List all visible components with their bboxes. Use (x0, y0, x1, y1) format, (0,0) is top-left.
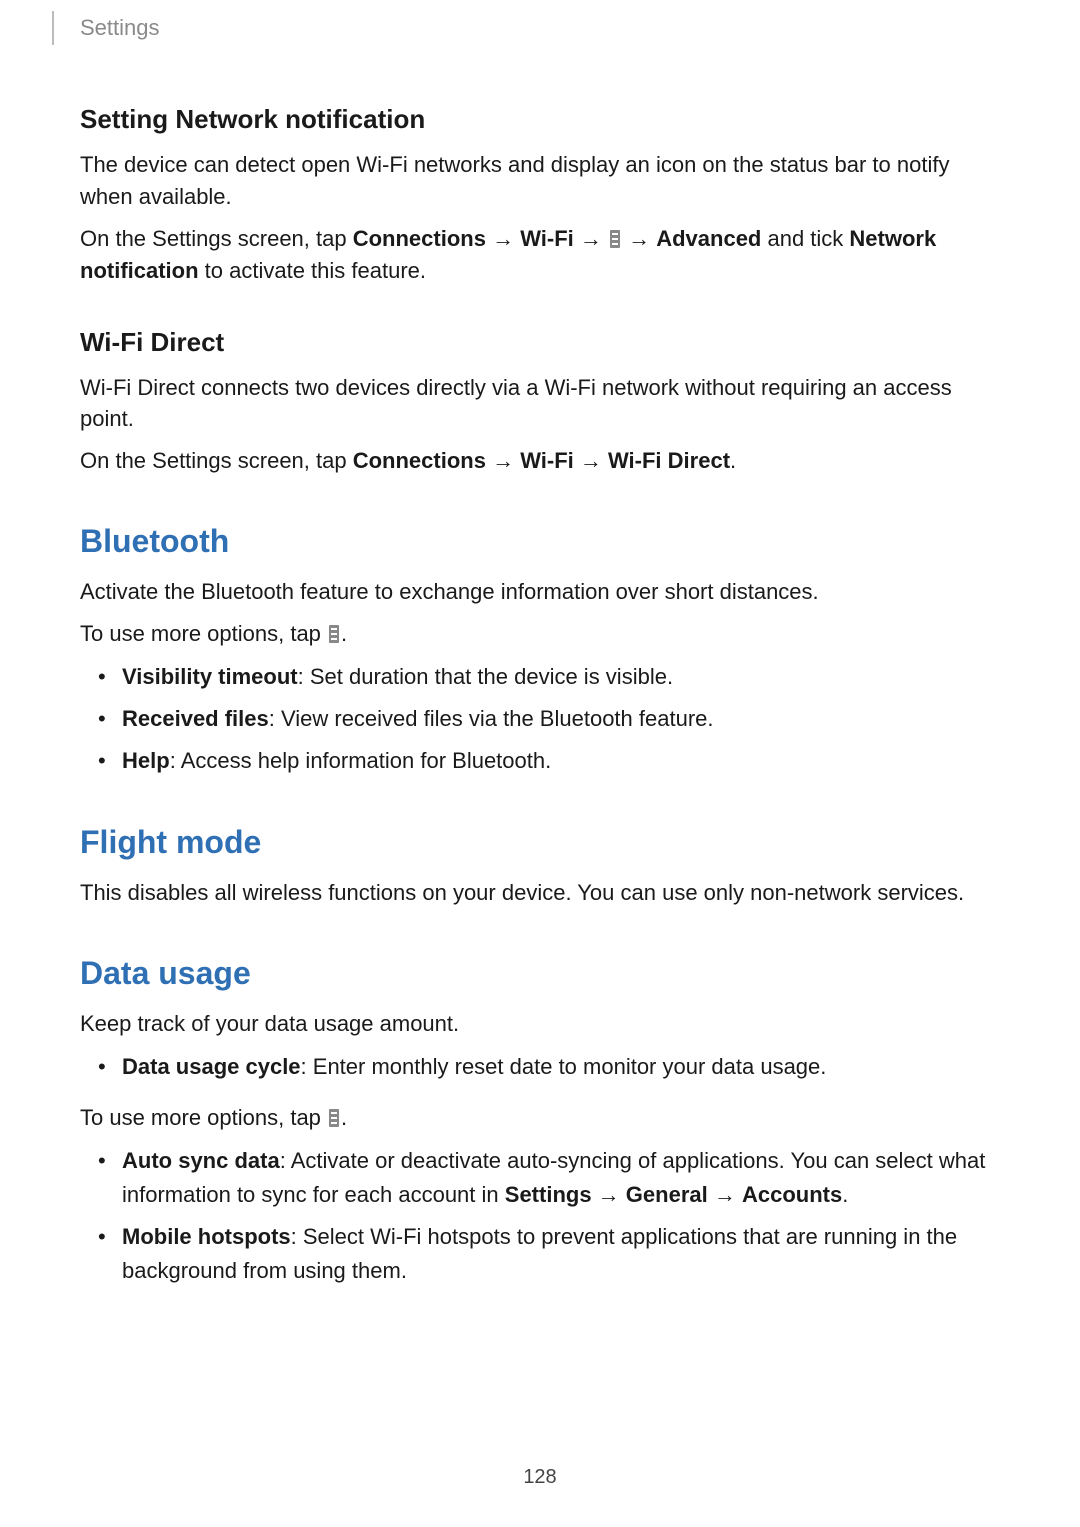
text: → (486, 448, 520, 473)
text: and tick (761, 226, 849, 251)
text: . (341, 1105, 347, 1130)
bold-text: Advanced (656, 226, 761, 251)
list-item: Mobile hotspots: Select Wi-Fi hotspots t… (122, 1220, 1000, 1288)
subheading-wifi-direct: Wi-Fi Direct (80, 327, 1000, 358)
more-options-icon (329, 1109, 339, 1127)
paragraph: Activate the Bluetooth feature to exchan… (80, 576, 1000, 608)
paragraph: Keep track of your data usage amount. (80, 1008, 1000, 1040)
bold-text: Data usage cycle (122, 1054, 301, 1079)
bold-text: Help (122, 748, 170, 773)
text: → (592, 1182, 626, 1207)
page-header: Settings (80, 0, 1000, 46)
heading-bluetooth: Bluetooth (80, 523, 1000, 560)
list-item: Auto sync data: Activate or deactivate a… (122, 1144, 1000, 1212)
list-item: Help: Access help information for Blueto… (122, 744, 1000, 778)
more-options-icon (329, 625, 339, 643)
paragraph: To use more options, tap . (80, 1102, 1000, 1134)
bullet-list: Visibility timeout: Set duration that th… (80, 660, 1000, 778)
paragraph: To use more options, tap . (80, 618, 1000, 650)
text: → (622, 226, 656, 251)
paragraph: On the Settings screen, tap Connections … (80, 223, 1000, 287)
bold-text: Mobile hotspots (122, 1224, 291, 1249)
paragraph: This disables all wireless functions on … (80, 877, 1000, 909)
text: to activate this feature. (199, 258, 426, 283)
bold-text: Connections (353, 226, 486, 251)
bullet-list: Data usage cycle: Enter monthly reset da… (80, 1050, 1000, 1084)
text: To use more options, tap (80, 621, 327, 646)
page-number: 128 (0, 1466, 1080, 1489)
subheading-network-notification: Setting Network notification (80, 104, 1000, 135)
bold-text: Auto sync data (122, 1148, 280, 1173)
text: → (486, 226, 520, 251)
paragraph: On the Settings screen, tap Connections … (80, 445, 1000, 477)
text: On the Settings screen, tap (80, 226, 353, 251)
more-options-icon (610, 230, 620, 248)
bold-text: General (626, 1182, 708, 1207)
list-item: Received files: View received files via … (122, 702, 1000, 736)
text: : Enter monthly reset date to monitor yo… (301, 1054, 827, 1079)
bold-text: Wi-Fi (520, 448, 574, 473)
bullet-list: Auto sync data: Activate or deactivate a… (80, 1144, 1000, 1288)
bold-text: Visibility timeout (122, 664, 298, 689)
text: : View received files via the Bluetooth … (269, 706, 714, 731)
text: On the Settings screen, tap (80, 448, 353, 473)
header-rule (52, 11, 54, 45)
bold-text: Settings (505, 1182, 592, 1207)
text: . (842, 1182, 848, 1207)
heading-flight-mode: Flight mode (80, 824, 1000, 861)
bold-text: Received files (122, 706, 269, 731)
text: To use more options, tap (80, 1105, 327, 1130)
bold-text: Accounts (742, 1182, 842, 1207)
page-content: Setting Network notification The device … (80, 46, 1000, 1288)
bold-text: Wi-Fi Direct (608, 448, 730, 473)
document-page: Settings Setting Network notification Th… (0, 0, 1080, 1527)
heading-data-usage: Data usage (80, 955, 1000, 992)
text: → (708, 1182, 742, 1207)
text: . (341, 621, 347, 646)
text: : Set duration that the device is visibl… (298, 664, 673, 689)
text: → (574, 226, 608, 251)
paragraph: Wi-Fi Direct connects two devices direct… (80, 372, 1000, 436)
paragraph: The device can detect open Wi-Fi network… (80, 149, 1000, 213)
text: : Access help information for Bluetooth. (170, 748, 552, 773)
list-item: Visibility timeout: Set duration that th… (122, 660, 1000, 694)
text: . (730, 448, 736, 473)
bold-text: Wi-Fi (520, 226, 574, 251)
list-item: Data usage cycle: Enter monthly reset da… (122, 1050, 1000, 1084)
text: → (574, 448, 608, 473)
bold-text: Connections (353, 448, 486, 473)
header-section-label: Settings (80, 15, 160, 41)
